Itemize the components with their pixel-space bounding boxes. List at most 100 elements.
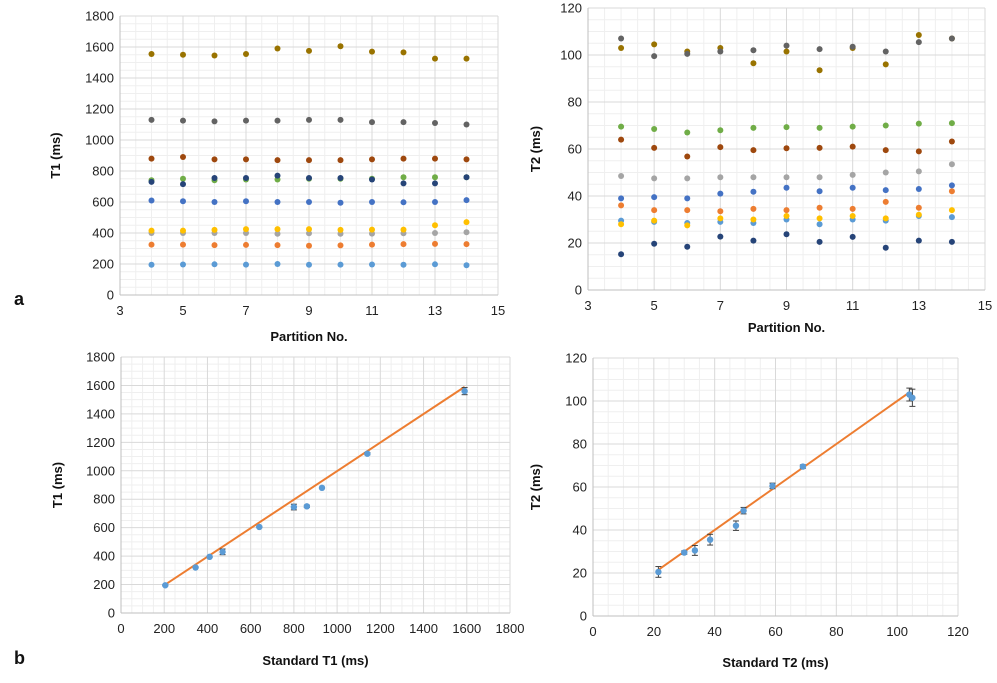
y-axis-label: T2 (ms) [528,126,543,172]
data-point-s4 [750,205,757,212]
data-point-s10 [306,47,312,54]
data-point-s2 [180,241,186,248]
fit-line [657,391,910,571]
x-tick-label: 800 [283,621,305,636]
data-point [318,484,326,492]
data-point-s5 [463,197,470,204]
data-point-s1 [849,233,856,240]
y-tick-label: 800 [92,164,114,179]
x-tick-label: 400 [197,621,219,636]
x-tick-label: 1000 [323,621,352,636]
data-point [219,548,226,556]
data-point-s6 [783,174,790,181]
data-point-s10 [717,48,724,55]
data-point-s4 [651,207,658,214]
data-point [732,522,740,529]
data-point-s9 [783,48,790,55]
y-tick-label: 60 [573,480,587,495]
y-tick-label: 200 [93,577,115,592]
data-point-s10 [783,42,790,49]
data-point-s4 [849,205,856,212]
data-point-s7 [750,147,757,154]
data-point-s10 [463,55,470,62]
data-point-s6 [948,161,955,168]
data-point [290,503,298,511]
y-tick-label: 1400 [85,71,114,86]
data-point-s3 [463,229,470,236]
data-point-s7 [948,138,955,145]
y-tick-label: 1800 [86,350,115,365]
data-point-s1 [243,261,249,268]
data-point-s4 [148,227,155,234]
y-tick-label: 100 [565,394,587,409]
data-point-s8 [243,156,249,163]
data-point-s7 [400,180,407,187]
data-point-s6 [750,174,757,181]
x-tick-label: 200 [153,621,175,636]
data-point-s2 [432,240,438,247]
data-point-s2 [948,214,955,221]
data-point-s5 [180,198,186,205]
data-point-s7 [684,153,691,160]
y-axis-label: T1 (ms) [48,132,63,178]
y-tick-label: 20 [568,236,582,251]
data-point-s8 [369,156,375,163]
data-point-s4 [306,226,312,233]
y-axis-label: T2 (ms) [528,464,543,510]
y-tick-label: 0 [575,283,582,298]
data-point [256,523,263,531]
data-point-s1 [750,237,757,244]
x-tick-label: 9 [305,303,312,318]
data-point-s4 [243,226,249,233]
data-point-s8 [684,129,691,136]
data-point-s9 [369,119,375,126]
data-point [162,582,169,589]
data-point-s8 [849,123,856,130]
data-point-s8 [180,154,186,161]
x-tick-label: 5 [651,298,658,313]
x-tick-label: 11 [846,298,860,313]
y-tick-label: 20 [573,566,587,581]
data-point-s6 [684,175,691,182]
data-point-s4 [369,226,375,233]
data-point-s2 [148,241,155,248]
y-tick-label: 0 [107,288,114,303]
data-point-s2 [274,242,281,249]
data-point-s4 [948,188,955,195]
data-point-s8 [211,156,218,163]
data-point-s9 [306,116,312,123]
data-point-s7 [915,148,922,155]
data-point [769,482,776,490]
data-point-s8 [948,120,955,127]
y-tick-label: 1600 [85,40,114,55]
data-point-s7 [211,174,218,181]
data-point-s8 [306,157,312,164]
y-tick-label: 1000 [85,133,114,148]
y-tick-label: 0 [580,609,587,624]
data-point-s3 [948,207,955,214]
data-point-s2 [400,241,407,248]
data-point-s1 [180,261,186,268]
x-tick-label: 100 [886,624,908,639]
data-point-s3 [618,221,625,228]
x-tick-label: 15 [978,298,992,313]
data-point-s10 [816,46,823,53]
data-point-s5 [432,199,438,205]
y-tick-label: 400 [92,226,114,241]
data-point-s4 [717,208,724,215]
data-point-s10 [684,50,691,57]
data-point-s7 [618,136,625,143]
x-tick-label: 1400 [409,621,438,636]
data-point-s10 [618,35,625,42]
data-point-s1 [211,261,218,268]
data-point-s4 [432,222,438,229]
y-tick-label: 200 [92,257,114,272]
data-point-s9 [400,119,407,126]
data-point-s2 [306,242,312,249]
data-point-s10 [274,45,281,52]
x-tick-label: 1800 [496,621,525,636]
y-tick-label: 1800 [85,9,114,24]
data-point [461,387,468,395]
y-tick-label: 100 [560,48,582,63]
y-tick-label: 40 [568,189,582,204]
